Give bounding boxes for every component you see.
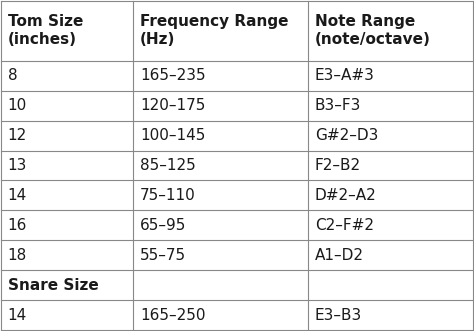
Text: 14: 14 (8, 308, 27, 323)
Text: F2–B2: F2–B2 (315, 158, 361, 173)
Text: 13: 13 (8, 158, 27, 173)
Text: 12: 12 (8, 128, 27, 143)
Text: E3–B3: E3–B3 (315, 308, 362, 323)
Text: D#2–A2: D#2–A2 (315, 188, 377, 203)
Text: 18: 18 (8, 248, 27, 263)
Text: 120–175: 120–175 (140, 98, 206, 113)
Text: Snare Size: Snare Size (8, 278, 99, 293)
Text: 55–75: 55–75 (140, 248, 186, 263)
Text: C2–F#2: C2–F#2 (315, 218, 374, 233)
Text: 75–110: 75–110 (140, 188, 196, 203)
Text: Tom Size
(inches): Tom Size (inches) (8, 15, 83, 47)
Text: B3–F3: B3–F3 (315, 98, 361, 113)
Text: Note Range
(note/octave): Note Range (note/octave) (315, 15, 431, 47)
Text: 65–95: 65–95 (140, 218, 186, 233)
Text: 165–250: 165–250 (140, 308, 206, 323)
Text: G#2–D3: G#2–D3 (315, 128, 378, 143)
Text: 165–235: 165–235 (140, 68, 206, 83)
Text: 8: 8 (8, 68, 18, 83)
Text: 85–125: 85–125 (140, 158, 196, 173)
Text: E3–A#3: E3–A#3 (315, 68, 375, 83)
Text: 10: 10 (8, 98, 27, 113)
Text: Frequency Range
(Hz): Frequency Range (Hz) (140, 15, 289, 47)
Text: 100–145: 100–145 (140, 128, 206, 143)
Text: 14: 14 (8, 188, 27, 203)
Text: A1–D2: A1–D2 (315, 248, 364, 263)
Text: 16: 16 (8, 218, 27, 233)
